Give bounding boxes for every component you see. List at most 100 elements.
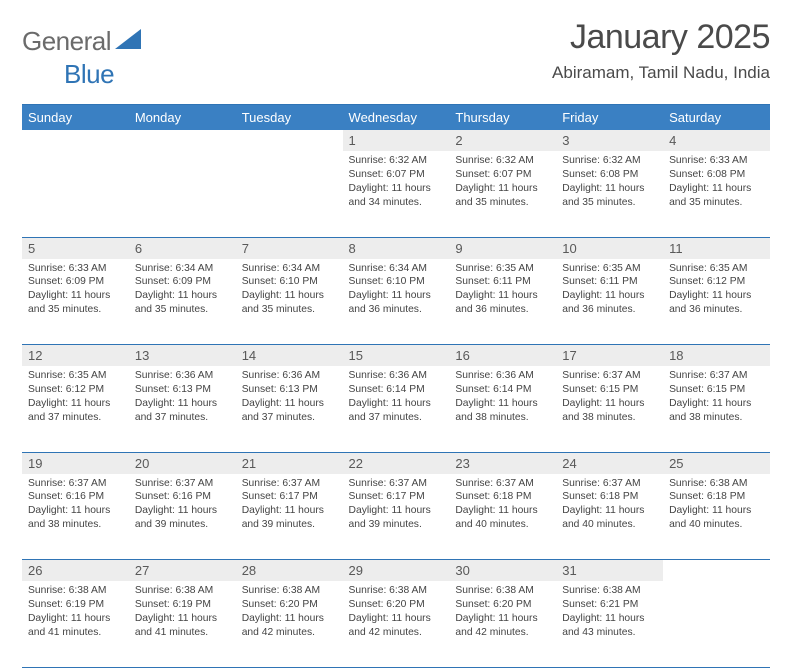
day-number-cell: 25	[663, 452, 770, 474]
day-number-cell: 2	[449, 130, 556, 151]
day-content-cell: Sunrise: 6:38 AMSunset: 6:18 PMDaylight:…	[663, 474, 770, 560]
day-header: Friday	[556, 105, 663, 131]
day-content-cell: Sunrise: 6:38 AMSunset: 6:20 PMDaylight:…	[236, 581, 343, 667]
day-number-cell: 4	[663, 130, 770, 151]
day-content-row: Sunrise: 6:32 AMSunset: 6:07 PMDaylight:…	[22, 151, 770, 237]
day-content-cell: Sunrise: 6:32 AMSunset: 6:08 PMDaylight:…	[556, 151, 663, 237]
sun-info: Sunrise: 6:37 AMSunset: 6:16 PMDaylight:…	[22, 474, 129, 539]
sun-info: Sunrise: 6:36 AMSunset: 6:13 PMDaylight:…	[129, 366, 236, 431]
day-number-cell: 30	[449, 560, 556, 582]
day-header: Saturday	[663, 105, 770, 131]
day-number-row: 262728293031	[22, 560, 770, 582]
day-number-cell: 18	[663, 345, 770, 367]
day-content-cell: Sunrise: 6:37 AMSunset: 6:16 PMDaylight:…	[129, 474, 236, 560]
day-number-cell: 7	[236, 237, 343, 259]
day-content-row: Sunrise: 6:33 AMSunset: 6:09 PMDaylight:…	[22, 259, 770, 345]
day-number-cell: 28	[236, 560, 343, 582]
day-content-cell: Sunrise: 6:36 AMSunset: 6:13 PMDaylight:…	[129, 366, 236, 452]
day-number-cell: 1	[343, 130, 450, 151]
day-number-cell: 31	[556, 560, 663, 582]
day-number-cell: 29	[343, 560, 450, 582]
sun-info: Sunrise: 6:35 AMSunset: 6:12 PMDaylight:…	[663, 259, 770, 324]
day-header: Tuesday	[236, 105, 343, 131]
day-content-row: Sunrise: 6:38 AMSunset: 6:19 PMDaylight:…	[22, 581, 770, 667]
day-content-cell	[663, 581, 770, 667]
day-number-row: 567891011	[22, 237, 770, 259]
day-content-cell: Sunrise: 6:36 AMSunset: 6:13 PMDaylight:…	[236, 366, 343, 452]
sun-info: Sunrise: 6:32 AMSunset: 6:08 PMDaylight:…	[556, 151, 663, 216]
sun-info: Sunrise: 6:34 AMSunset: 6:10 PMDaylight:…	[236, 259, 343, 324]
sun-info: Sunrise: 6:37 AMSunset: 6:16 PMDaylight:…	[129, 474, 236, 539]
sun-info: Sunrise: 6:32 AMSunset: 6:07 PMDaylight:…	[343, 151, 450, 216]
day-content-cell: Sunrise: 6:34 AMSunset: 6:10 PMDaylight:…	[343, 259, 450, 345]
month-title: January 2025	[552, 18, 770, 57]
sun-info: Sunrise: 6:38 AMSunset: 6:20 PMDaylight:…	[343, 581, 450, 646]
day-number-cell: 14	[236, 345, 343, 367]
sun-info: Sunrise: 6:38 AMSunset: 6:20 PMDaylight:…	[449, 581, 556, 646]
day-content-row: Sunrise: 6:35 AMSunset: 6:12 PMDaylight:…	[22, 366, 770, 452]
day-number-cell: 12	[22, 345, 129, 367]
sun-info: Sunrise: 6:38 AMSunset: 6:19 PMDaylight:…	[22, 581, 129, 646]
day-number-cell: 17	[556, 345, 663, 367]
sun-info: Sunrise: 6:37 AMSunset: 6:15 PMDaylight:…	[663, 366, 770, 431]
day-content-cell: Sunrise: 6:35 AMSunset: 6:11 PMDaylight:…	[556, 259, 663, 345]
day-number-cell	[129, 130, 236, 151]
day-content-cell: Sunrise: 6:37 AMSunset: 6:17 PMDaylight:…	[236, 474, 343, 560]
day-content-cell	[22, 151, 129, 237]
sun-info: Sunrise: 6:33 AMSunset: 6:09 PMDaylight:…	[22, 259, 129, 324]
day-number-cell: 6	[129, 237, 236, 259]
sun-info: Sunrise: 6:37 AMSunset: 6:15 PMDaylight:…	[556, 366, 663, 431]
day-content-cell: Sunrise: 6:34 AMSunset: 6:10 PMDaylight:…	[236, 259, 343, 345]
day-number-cell: 26	[22, 560, 129, 582]
day-content-cell: Sunrise: 6:33 AMSunset: 6:08 PMDaylight:…	[663, 151, 770, 237]
day-content-cell: Sunrise: 6:36 AMSunset: 6:14 PMDaylight:…	[449, 366, 556, 452]
sun-info: Sunrise: 6:34 AMSunset: 6:09 PMDaylight:…	[129, 259, 236, 324]
sun-info: Sunrise: 6:37 AMSunset: 6:18 PMDaylight:…	[449, 474, 556, 539]
title-block: January 2025 Abiramam, Tamil Nadu, India	[552, 18, 770, 83]
day-content-cell: Sunrise: 6:36 AMSunset: 6:14 PMDaylight:…	[343, 366, 450, 452]
sun-info: Sunrise: 6:38 AMSunset: 6:18 PMDaylight:…	[663, 474, 770, 539]
day-header: Thursday	[449, 105, 556, 131]
day-number-cell: 3	[556, 130, 663, 151]
sun-info: Sunrise: 6:35 AMSunset: 6:12 PMDaylight:…	[22, 366, 129, 431]
sun-info: Sunrise: 6:36 AMSunset: 6:13 PMDaylight:…	[236, 366, 343, 431]
day-number-cell	[236, 130, 343, 151]
day-content-cell: Sunrise: 6:32 AMSunset: 6:07 PMDaylight:…	[449, 151, 556, 237]
day-content-cell: Sunrise: 6:33 AMSunset: 6:09 PMDaylight:…	[22, 259, 129, 345]
day-number-cell: 10	[556, 237, 663, 259]
brand-text-1: General	[22, 26, 111, 57]
brand-text-2: Blue	[22, 59, 114, 89]
day-number-cell: 23	[449, 452, 556, 474]
sun-info: Sunrise: 6:37 AMSunset: 6:17 PMDaylight:…	[343, 474, 450, 539]
sun-info: Sunrise: 6:38 AMSunset: 6:19 PMDaylight:…	[129, 581, 236, 646]
sun-info: Sunrise: 6:37 AMSunset: 6:17 PMDaylight:…	[236, 474, 343, 539]
day-number-cell: 27	[129, 560, 236, 582]
day-number-row: 1234	[22, 130, 770, 151]
day-number-cell: 13	[129, 345, 236, 367]
day-content-cell: Sunrise: 6:37 AMSunset: 6:17 PMDaylight:…	[343, 474, 450, 560]
day-number-cell	[22, 130, 129, 151]
day-content-cell: Sunrise: 6:32 AMSunset: 6:07 PMDaylight:…	[343, 151, 450, 237]
day-header: Wednesday	[343, 105, 450, 131]
day-content-cell: Sunrise: 6:34 AMSunset: 6:09 PMDaylight:…	[129, 259, 236, 345]
sun-info: Sunrise: 6:38 AMSunset: 6:20 PMDaylight:…	[236, 581, 343, 646]
day-content-cell: Sunrise: 6:37 AMSunset: 6:15 PMDaylight:…	[556, 366, 663, 452]
day-content-cell: Sunrise: 6:37 AMSunset: 6:18 PMDaylight:…	[556, 474, 663, 560]
brand-logo: General	[22, 18, 143, 57]
day-header: Monday	[129, 105, 236, 131]
sun-info: Sunrise: 6:34 AMSunset: 6:10 PMDaylight:…	[343, 259, 450, 324]
sun-info: Sunrise: 6:33 AMSunset: 6:08 PMDaylight:…	[663, 151, 770, 216]
day-number-cell: 20	[129, 452, 236, 474]
brand-triangle-icon	[115, 29, 141, 54]
day-number-cell: 24	[556, 452, 663, 474]
sun-info: Sunrise: 6:32 AMSunset: 6:07 PMDaylight:…	[449, 151, 556, 216]
day-number-cell: 9	[449, 237, 556, 259]
day-content-cell: Sunrise: 6:38 AMSunset: 6:20 PMDaylight:…	[343, 581, 450, 667]
day-content-cell	[236, 151, 343, 237]
day-number-cell: 8	[343, 237, 450, 259]
day-content-cell: Sunrise: 6:38 AMSunset: 6:21 PMDaylight:…	[556, 581, 663, 667]
day-content-cell: Sunrise: 6:35 AMSunset: 6:11 PMDaylight:…	[449, 259, 556, 345]
day-number-cell	[663, 560, 770, 582]
location-text: Abiramam, Tamil Nadu, India	[552, 63, 770, 83]
day-content-cell: Sunrise: 6:37 AMSunset: 6:18 PMDaylight:…	[449, 474, 556, 560]
